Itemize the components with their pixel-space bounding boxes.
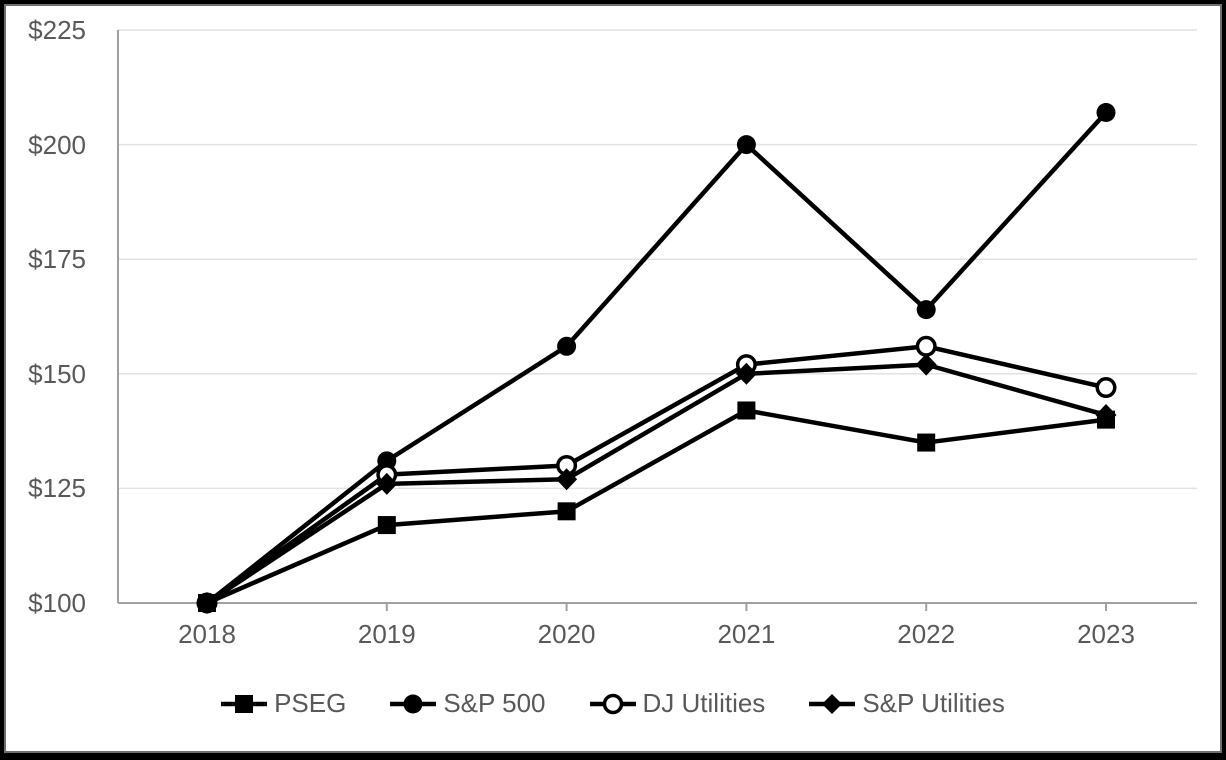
series-marker-s-p-utilities	[1095, 404, 1117, 427]
x-axis-label: 2019	[357, 619, 416, 649]
legend-label-dj-utilities: DJ Utilities	[642, 688, 766, 718]
x-axis-label: 2020	[537, 619, 596, 649]
x-axis-label: 2023	[1077, 619, 1135, 649]
series-marker-pseg	[377, 516, 396, 535]
series-marker-s-p-500	[736, 135, 756, 155]
legend-item-dj-utilities: DJ Utilities	[589, 688, 766, 719]
series-marker-s-p-utilities	[376, 472, 398, 495]
legend-label-sp500: S&P 500	[443, 688, 546, 718]
y-axis-label: $125	[28, 473, 86, 504]
legend: PSEG S&P 500 DJ Utilities S&P Utilities	[0, 688, 1226, 719]
series-marker-pseg	[737, 401, 756, 420]
filled-diamond-marker-icon	[809, 693, 856, 714]
legend-label-pseg: PSEG	[274, 688, 347, 718]
legend-item-sp-utilities: S&P Utilities	[809, 688, 1005, 719]
series-marker-s-p-500	[557, 336, 577, 356]
filled-square-marker-icon	[221, 694, 268, 713]
series-line-pseg	[206, 408, 1107, 606]
series-marker-s-p-utilities	[915, 353, 937, 376]
legend-item-pseg: PSEG	[221, 688, 346, 719]
series-marker-s-p-500	[1096, 103, 1116, 123]
y-axis-label: $150	[28, 358, 86, 389]
series-marker-dj-utilities	[915, 335, 937, 357]
filled-circle-marker-icon	[390, 694, 437, 713]
series-line-s-p-utilities	[205, 362, 1107, 605]
open-circle-marker-icon	[589, 693, 636, 714]
y-axis-label: $200	[28, 129, 86, 160]
x-axis-label: 2022	[897, 619, 956, 649]
y-axis-label: $175	[28, 244, 86, 275]
series-line-dj-utilities	[205, 344, 1107, 605]
series-marker-s-p-utilities	[735, 362, 757, 385]
series-marker-s-p-utilities	[196, 592, 218, 614]
y-axis-label: $225	[28, 15, 86, 45]
y-axis-label: $100	[28, 588, 86, 618]
legend-label-sp-utilities: S&P Utilities	[862, 688, 1005, 718]
series-marker-pseg	[917, 433, 936, 452]
legend-item-sp500: S&P 500	[390, 688, 546, 719]
x-axis-label: 2021	[717, 619, 776, 649]
series-marker-s-p-500	[916, 300, 936, 320]
series-marker-dj-utilities	[1095, 377, 1117, 399]
x-axis-label: 2018	[178, 619, 236, 649]
series-marker-s-p-utilities	[556, 468, 578, 491]
series-line-s-p-500	[205, 110, 1108, 605]
series-marker-pseg	[557, 502, 576, 521]
